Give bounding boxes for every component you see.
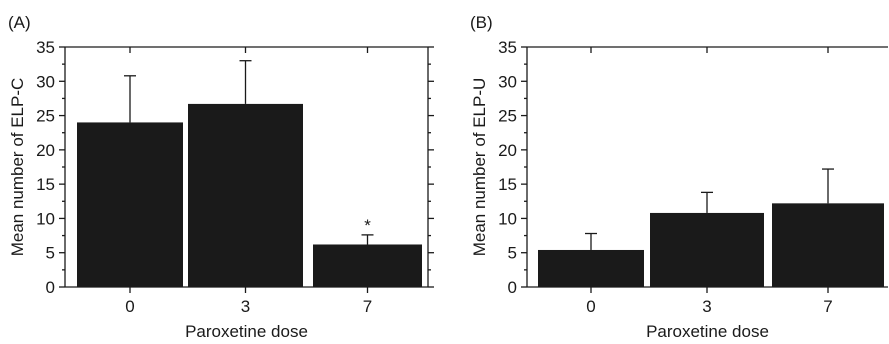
panel-b-ytick-label: 35 [498,38,517,57]
panel-b-xtick-label-0: 0 [586,297,595,316]
panel-a-ytick-label: 10 [36,209,55,228]
panel-a-ytick-label: 20 [36,141,55,160]
panel-a-bar-0 [77,122,183,287]
panel-a-significance-7: * [364,216,371,235]
panel-b-ytick-label: 15 [498,175,517,194]
panel-b-label: (B) [470,13,493,32]
panel-a-bar-3 [188,103,303,288]
panel-b-ytick-label: 0 [508,278,517,297]
panel-a-label: (A) [8,13,31,32]
panel-a-xlabel: Paroxetine dose [185,322,308,341]
panel-b-ytick-label: 30 [498,72,517,91]
panel-b-bar-7 [772,203,884,287]
panel-b-bar-3 [650,212,764,287]
panel-b-ytick-label: 20 [498,141,517,160]
panel-a-xtick-label-0: 0 [125,297,134,316]
panel-a-ytick-label: 0 [46,278,55,297]
panel-a-ylabel: Mean number of ELP-C [8,78,27,257]
panel-b-ytick-label: 10 [498,209,517,228]
panel-a-bar-7 [313,244,422,287]
panel-a-ytick-label: 25 [36,107,55,126]
panel-b-xtick-label-3: 3 [702,297,711,316]
panel-b-ylabel: Mean number of ELP-U [470,78,489,257]
panel-a-xtick-label-7: 7 [363,297,372,316]
panel-a-ytick-label: 15 [36,175,55,194]
panel-a-xtick-label-3: 3 [241,297,250,316]
panel-a-ytick-label: 35 [36,38,55,57]
panel-b-xtick-label-7: 7 [823,297,832,316]
panel-b-ytick-label: 25 [498,107,517,126]
panel-b-bar-0 [538,249,644,287]
panel-b-xlabel: Paroxetine dose [646,322,769,341]
panel-b-ytick-label: 5 [508,244,517,263]
panel-a-ytick-label: 5 [46,244,55,263]
panel-a-ytick-label: 30 [36,72,55,91]
